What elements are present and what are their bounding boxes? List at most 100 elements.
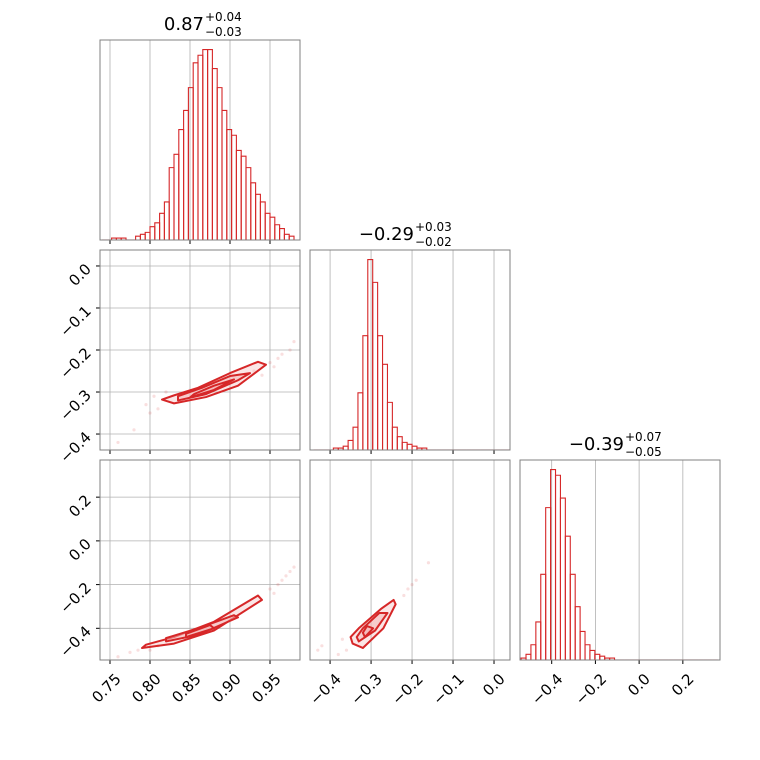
histogram-bin (154, 222, 161, 240)
sample-point (272, 591, 276, 595)
sample-point (128, 650, 132, 654)
sample-point (148, 411, 152, 415)
histogram-bin (216, 87, 223, 240)
histogram-bin (554, 474, 561, 660)
sample-point (276, 582, 280, 587)
panel: 0.87 +0.04−0.03 (99, 10, 301, 244)
title-upper: +0.03 (415, 220, 452, 234)
x-tick-label: 0.0 (479, 670, 509, 700)
sample-point (410, 582, 414, 587)
histogram-bin (599, 655, 606, 660)
histogram-bin (149, 226, 156, 240)
sample-point (344, 648, 349, 652)
histogram-bin (391, 426, 398, 450)
x-tick-label: 0.95 (248, 670, 284, 706)
sample-point (260, 373, 264, 377)
panel-frame (519, 459, 721, 661)
histogram-bin (183, 109, 189, 240)
contour-level (189, 378, 235, 399)
sample-point (292, 339, 296, 344)
title-lower: −0.03 (205, 25, 242, 39)
histogram-bin (173, 153, 180, 240)
histogram-bin (207, 48, 213, 240)
y-tick-label: −0.4 (56, 622, 94, 660)
histogram-bin (250, 182, 257, 240)
panel-frame (99, 459, 301, 661)
title-lower: −0.05 (625, 445, 662, 459)
sample-point (406, 587, 410, 591)
panel-frame (309, 249, 511, 451)
sample-point (164, 390, 168, 394)
x-tick-label: −0.4 (306, 670, 344, 708)
histogram-bin (187, 87, 194, 240)
sample-point (280, 578, 284, 582)
histogram-bin (406, 443, 413, 450)
sample-point (336, 652, 340, 657)
histogram-bin (245, 167, 252, 240)
histogram-bin (357, 392, 364, 450)
histogram-bin (381, 363, 389, 450)
histogram-bin (540, 573, 547, 660)
sample-point (156, 407, 160, 411)
sample-point (272, 365, 276, 369)
panel: −0.4 −0.3 −0.2 −0.1 0.0 (306, 459, 511, 709)
sample-point (426, 561, 431, 565)
histogram-bin (163, 201, 170, 240)
x-tick-label: 0.80 (128, 670, 164, 706)
sample-point (288, 348, 292, 352)
sample-point (276, 356, 280, 361)
sample-point (116, 440, 120, 445)
histogram-bin (530, 644, 537, 660)
plot-area (116, 339, 296, 445)
histogram-bin (144, 231, 151, 240)
histogram-bin (211, 68, 218, 240)
histogram-bin (202, 48, 209, 240)
histogram-bin (396, 436, 403, 450)
y-tick-label: 0.0 (65, 260, 95, 290)
histogram-bin (525, 653, 532, 660)
x-tick-label: −0.3 (347, 670, 385, 708)
sample-point (252, 369, 256, 373)
y-tick-label: 0.0 (65, 535, 95, 565)
histogram-bin (589, 649, 596, 660)
histogram-bin (569, 573, 576, 660)
plot-area (316, 561, 431, 657)
histogram-bin (231, 134, 237, 240)
sample-point (414, 578, 418, 582)
sample-point (320, 644, 324, 648)
histogram-bin (421, 447, 428, 450)
y-tick-label: −0.2 (56, 344, 94, 382)
histogram-bin (255, 193, 261, 240)
x-tick-label: −0.1 (429, 670, 467, 708)
histogram-bin (192, 62, 199, 240)
histogram-bin (197, 54, 204, 240)
histogram-bin (579, 630, 586, 660)
title-value: 0.87 (164, 14, 204, 35)
histogram-bin (377, 335, 384, 450)
contour-level (141, 594, 263, 649)
sample-point (288, 569, 292, 574)
y-tick-label: −0.4 (56, 428, 94, 466)
contour-level (361, 625, 375, 639)
x-tick-label: −0.2 (572, 670, 610, 708)
histogram-bin (283, 233, 290, 240)
histogram-bin (168, 167, 175, 240)
histogram-bin (401, 441, 408, 450)
histogram-bin (362, 335, 369, 450)
y-tick-label: 0.2 (65, 491, 95, 521)
histogram-bin (535, 621, 542, 660)
panel: 0.0 −0.1 −0.2 −0.3 −0.4 (56, 249, 301, 467)
x-tick-label: 0.0 (624, 670, 654, 700)
x-tick-label: 0.90 (208, 670, 244, 706)
histogram-bin (139, 233, 146, 240)
x-tick-label: −0.2 (388, 670, 426, 708)
sample-point (116, 655, 120, 659)
plot-area (520, 468, 718, 660)
x-tick-label: 0.75 (88, 670, 124, 706)
panel: −0.4 −0.2 0.0 0.2 −0.39 +0.07−0.05 (519, 430, 721, 709)
histogram-bin (240, 155, 247, 240)
sample-point (144, 403, 148, 407)
histogram-bin (235, 149, 242, 240)
